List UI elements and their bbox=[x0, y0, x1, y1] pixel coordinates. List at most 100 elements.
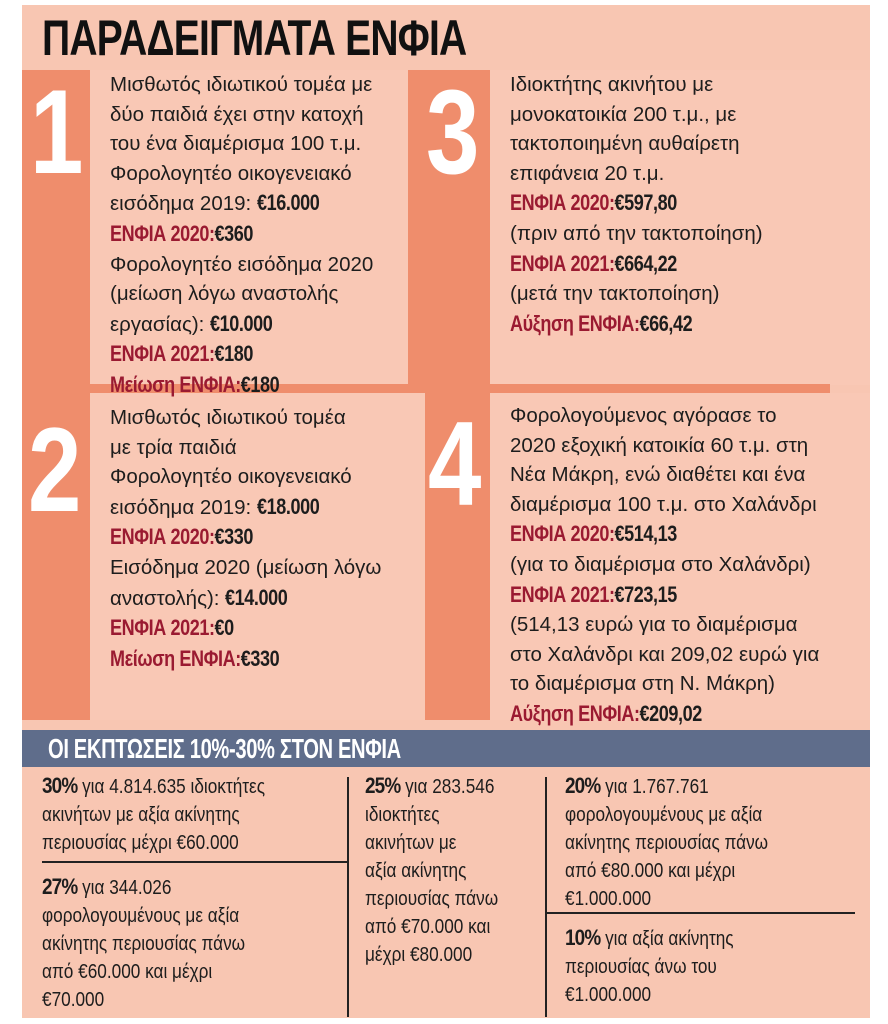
case-line: Φορολογητέο οικογενειακό bbox=[110, 159, 373, 189]
discount-line: €1.000.000 bbox=[565, 885, 768, 913]
case-line: το διαμέρισμα στη Ν. Μάκρη) bbox=[510, 669, 819, 699]
case-line: ΕΝΦΙΑ 2021: €0 bbox=[110, 613, 381, 644]
case-line: ΕΝΦΙΑ 2021: €723,15 bbox=[510, 580, 819, 611]
discount-line: από €70.000 και bbox=[365, 913, 498, 941]
discount-line: €1.000.000 bbox=[565, 981, 734, 1009]
discount-line: ακίνητης περιουσίας πάνω bbox=[565, 829, 768, 857]
case-line: Φορολογητέο οικογενειακό bbox=[110, 462, 381, 492]
discount-text: για 4.814.635 ιδιοκτήτες bbox=[77, 776, 266, 798]
discount-text: για 283.546 bbox=[400, 776, 495, 798]
discount-line: 30% για 4.814.635 ιδιοκτήτες bbox=[42, 772, 265, 801]
discount-line: €70.000 bbox=[42, 986, 245, 1014]
enfia-figure: ΕΝΦΙΑ 2021: €723,15 bbox=[510, 580, 677, 610]
amount-value: €14.000 bbox=[225, 584, 288, 610]
case-line: ΕΝΦΙΑ 2020: €360 bbox=[110, 219, 373, 250]
line-text: δύο παιδιά έχει στην κατοχή bbox=[110, 102, 364, 126]
enfia-figure: ΕΝΦΙΑ 2020: €597,80 bbox=[510, 188, 677, 218]
discount-line: ακινήτων με αξία ακίνητης bbox=[42, 801, 265, 829]
line-text: στο Χαλάνδρι και 209,02 ευρώ για bbox=[510, 642, 820, 666]
discount-line: φορολογουμένους με αξία bbox=[565, 801, 768, 829]
discount-text: από €60.000 και μέχρι bbox=[42, 961, 213, 983]
case-line: Αύξηση ΕΝΦΙΑ: €66,42 bbox=[510, 309, 763, 340]
discount-item: 25% για 283.546 ιδιοκτήτες ακινήτων με αξία… bbox=[365, 772, 498, 969]
discount-line: ακίνητης περιουσίας πάνω bbox=[42, 930, 245, 958]
discount-text: από €70.000 και bbox=[365, 916, 491, 938]
case-number: 1 bbox=[30, 65, 84, 199]
discount-line: φορολογουμένους με αξία bbox=[42, 902, 245, 930]
case-line: τακτοποιημένη αυθαίρετη bbox=[510, 129, 763, 159]
case-line: εργασίας): €10.000 bbox=[110, 309, 373, 340]
discount-text: €1.000.000 bbox=[565, 984, 652, 1006]
enfia-figure: ΕΝΦΙΑ 2020: €330 bbox=[110, 522, 253, 552]
case-line: Ιδιοκτήτης ακινήτου με bbox=[510, 70, 763, 100]
enfia-label: ΕΝΦΙΑ 2021: bbox=[110, 615, 215, 641]
enfia-figure: ΕΝΦΙΑ 2020: €514,13 bbox=[510, 519, 677, 549]
line-text: (μετά την τακτοποίηση) bbox=[510, 282, 720, 306]
enfia-figure: Αύξηση ΕΝΦΙΑ: €66,42 bbox=[510, 309, 693, 339]
case-line: Νέα Μάκρη, ενώ διαθέτει και ένα bbox=[510, 460, 819, 490]
line-text: τακτοποιημένη αυθαίρετη bbox=[510, 132, 740, 156]
discount-line: από €80.000 και μέχρι bbox=[565, 857, 768, 885]
enfia-value: €360 bbox=[214, 220, 254, 246]
discount-line: 20% για 1.767.761 bbox=[565, 772, 768, 801]
discount-text: ακινήτων με bbox=[365, 832, 457, 854]
enfia-value: €180 bbox=[214, 341, 254, 367]
discount-line: περιουσίας άνω του bbox=[565, 953, 734, 981]
line-text: μονοκατοικία 200 τ.μ., με bbox=[510, 102, 737, 126]
case-2-text: Μισθωτός ιδιωτικού τομέα με τρία παιδιά Φο… bbox=[110, 403, 381, 674]
case-line: Φορολογούμενος αγόρασε το bbox=[510, 401, 819, 431]
case-line: Μισθωτός ιδιωτικού τομέα με bbox=[110, 70, 373, 100]
discount-line: ακινήτων με bbox=[365, 829, 498, 857]
enfia-label: ΕΝΦΙΑ 2021: bbox=[110, 341, 215, 367]
case-line: (για το διαμέρισμα στο Χαλάνδρι) bbox=[510, 550, 819, 580]
case-4-box bbox=[490, 393, 870, 720]
case-3-box bbox=[490, 70, 870, 385]
line-text: το διαμέρισμα στη Ν. Μάκρη) bbox=[510, 672, 776, 696]
discount-percent: 25% bbox=[365, 773, 401, 798]
line-text: Μισθωτός ιδιωτικού τομέα με bbox=[110, 73, 373, 96]
enfia-label: ΕΝΦΙΑ 2021: bbox=[510, 250, 615, 276]
discount-line: περιουσίας πάνω bbox=[365, 885, 498, 913]
enfia-value: €514,13 bbox=[614, 521, 678, 547]
case-line: 2020 εξοχική κατοικία 60 τ.μ. στη bbox=[510, 431, 819, 461]
discount-line: περιουσίας μέχρι €60.000 bbox=[42, 829, 265, 857]
case-line: διαμέρισμα 100 τ.μ. στο Χαλάνδρι bbox=[510, 490, 819, 520]
enfia-figure: Αύξηση ΕΝΦΙΑ: €209,02 bbox=[510, 699, 702, 729]
discount-line: αξία ακίνητης bbox=[365, 857, 498, 885]
enfia-label: Μείωση ΕΝΦΙΑ: bbox=[110, 645, 241, 671]
discount-text: για 1.767.761 bbox=[600, 776, 709, 798]
discounts-banner: ΟΙ ΕΚΠΤΩΣΕΙΣ 10%-30% ΣΤΟΝ ΕΝΦΙΑ bbox=[22, 730, 870, 767]
case-line: Μισθωτός ιδιωτικού τομέα bbox=[110, 403, 381, 433]
amount-value: €16.000 bbox=[256, 190, 320, 216]
line-text: επιφάνεια 20 τ.μ. bbox=[510, 161, 665, 185]
enfia-value: €0 bbox=[214, 615, 235, 641]
discount-text: €70.000 bbox=[42, 989, 105, 1011]
amount-value: €10.000 bbox=[210, 310, 273, 336]
case-4-text: Φορολογούμενος αγόρασε το 2020 εξοχική κα… bbox=[510, 401, 819, 730]
discounts-title: ΟΙ ΕΚΠΤΩΣΕΙΣ 10%-30% ΣΤΟΝ ΕΝΦΙΑ bbox=[48, 733, 401, 764]
case-1-text: Μισθωτός ιδιωτικού τομέα με δύο παιδιά έχ… bbox=[110, 70, 373, 401]
case-line: (514,13 ευρώ για το διαμέρισμα bbox=[510, 610, 819, 640]
line-text: αναστολής): bbox=[110, 586, 226, 610]
discount-text: φορολογουμένους με αξία bbox=[565, 804, 763, 826]
enfia-label: ΕΝΦΙΑ 2020: bbox=[110, 524, 215, 550]
discount-item: 30% για 4.814.635 ιδιοκτήτες ακινήτων με … bbox=[42, 772, 265, 857]
discount-text: για 344.026 bbox=[77, 877, 172, 899]
case-number: 4 bbox=[428, 397, 482, 531]
case-line: αναστολής): €14.000 bbox=[110, 583, 381, 614]
case-line: επιφάνεια 20 τ.μ. bbox=[510, 159, 763, 189]
case-line: Μείωση ΕΝΦΙΑ: €330 bbox=[110, 644, 381, 675]
enfia-figure: ΕΝΦΙΑ 2021: €664,22 bbox=[510, 249, 677, 279]
discount-percent: 27% bbox=[42, 874, 78, 899]
case-2-box-extension bbox=[408, 393, 425, 720]
case-number: 3 bbox=[426, 65, 480, 199]
divider bbox=[490, 384, 830, 393]
case-line: ΕΝΦΙΑ 2021: €180 bbox=[110, 339, 373, 370]
enfia-value: €66,42 bbox=[639, 310, 693, 336]
discount-text: αξία ακίνητης bbox=[365, 860, 467, 882]
case-line: ΕΝΦΙΑ 2021: €664,22 bbox=[510, 249, 763, 280]
discount-text: ακινήτων με αξία ακίνητης bbox=[42, 804, 240, 826]
enfia-value: €664,22 bbox=[614, 250, 678, 276]
discount-line: 27% για 344.026 bbox=[42, 873, 245, 902]
row-divider bbox=[42, 861, 347, 863]
